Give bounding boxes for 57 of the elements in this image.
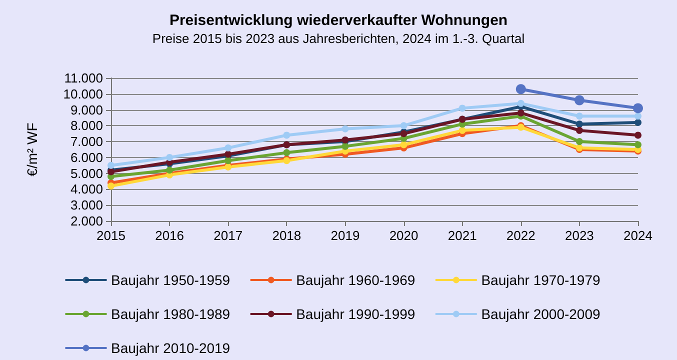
x-tick-label: 2024 [624,228,652,243]
point [634,141,642,148]
y-tick-label: 3.000 [70,198,103,213]
y-tick-label: 2.000 [70,214,103,228]
point [574,95,584,106]
legend-label: Baujahr 1960-1969 [296,272,416,288]
y-tick-label: 10.000 [63,86,103,102]
point [400,141,408,148]
point [283,149,290,156]
point [633,103,643,114]
point [400,122,408,130]
y-tick-label: 11.000 [64,70,103,86]
point [634,118,642,126]
x-tick-label: 2018 [272,228,302,243]
legend-label: Baujahr 1950-1959 [111,272,230,288]
point [634,132,642,139]
x-tick-label: 2015 [96,228,126,243]
x-tick-label: 2022 [506,228,536,243]
x-tick-label: 2016 [155,228,184,243]
point [576,126,583,134]
y-tick-label: 9.000 [70,102,103,118]
point [634,112,642,120]
x-tick-label: 2023 [564,228,594,243]
point [224,157,232,164]
legend-label: Baujahr 1980-1989 [111,306,230,322]
point [458,126,466,134]
point [517,109,524,116]
point [108,162,114,169]
point [342,142,349,150]
x-tick-label: 2019 [330,228,360,243]
point [458,104,466,112]
y-tick-label: 4.000 [70,182,103,197]
y-tick-label: 5.000 [70,166,103,181]
point [224,144,232,152]
legend-label: Baujahr 2000-2009 [481,306,600,322]
legend-label: Baujahr 1970-1979 [481,272,600,288]
x-tick-label: 2021 [448,228,477,243]
y-tick-label: 7.000 [70,134,103,150]
point [166,154,174,161]
point [108,182,114,190]
point [576,120,583,128]
y-axis-title: €/m² WF [24,122,40,176]
chart-title: Preisentwicklung wiederverkaufter Wohnungen [169,12,508,29]
legend-label: Baujahr 1990-1999 [296,306,416,322]
x-tick-label: 2017 [214,228,243,243]
x-tick-label: 2020 [389,228,418,243]
legend-label: Baujahr 2010-2019 [111,340,230,356]
point [517,100,524,107]
point [516,84,526,94]
chart-subtitle: Preise 2015 bis 2023 aus Jahresberichten, 2024 im 1.-3. Quartal [152,31,525,46]
point [166,166,174,174]
point [283,132,290,139]
y-tick-label: 6.000 [70,150,103,165]
point [576,112,583,120]
y-tick-label: 8.000 [70,118,103,134]
point [342,125,349,132]
point [576,138,583,146]
